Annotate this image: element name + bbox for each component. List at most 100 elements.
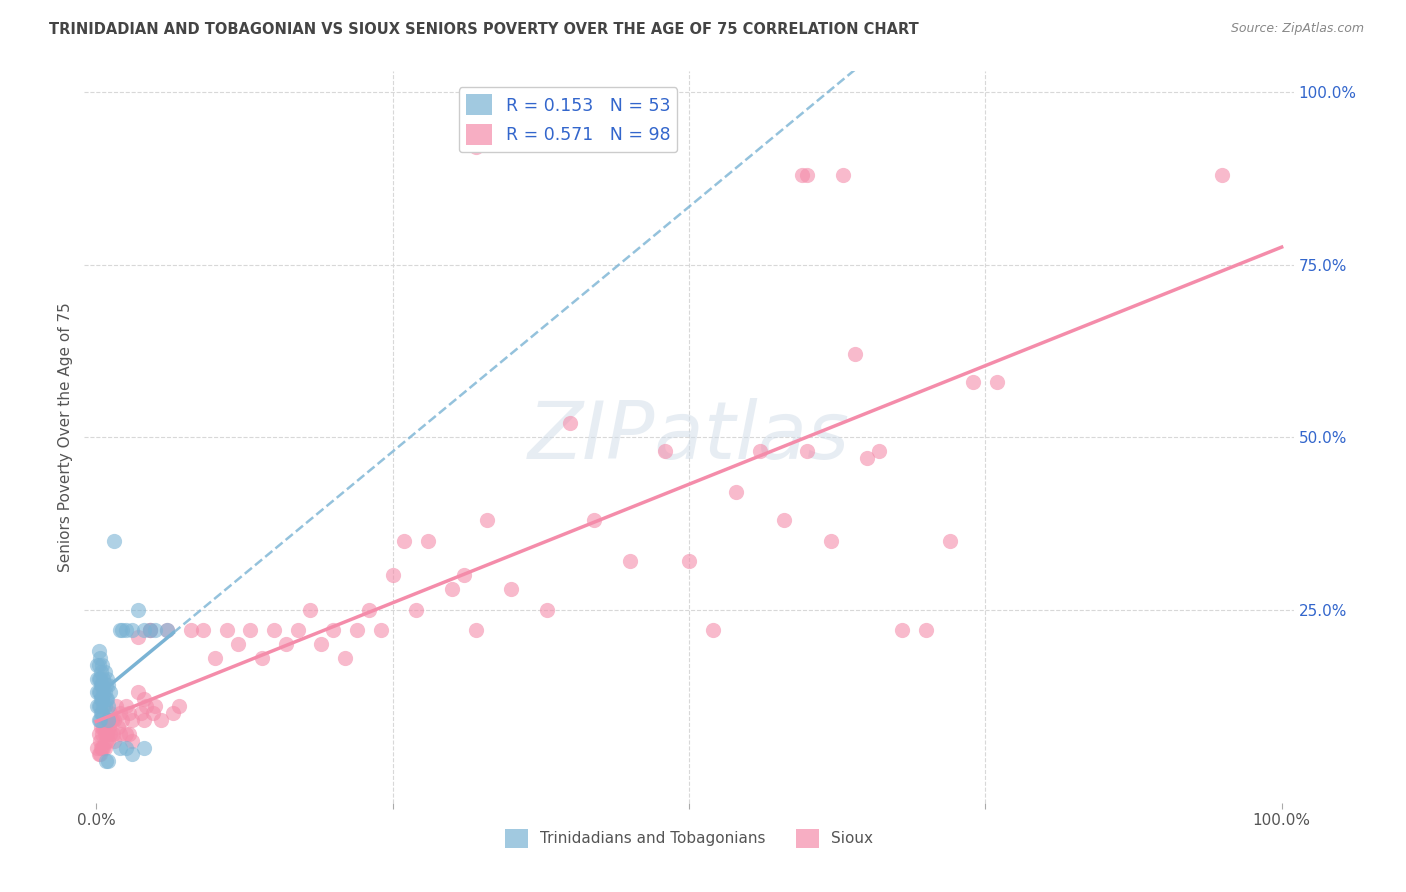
Point (86, 740, 108, 755)
Point (180, 624, 202, 638)
Point (87, 747, 110, 762)
Point (115, 727, 138, 741)
Point (86, 685, 108, 699)
Point (820, 533, 842, 548)
Point (790, 168, 813, 182)
Point (796, 443, 818, 458)
Point (100, 685, 122, 699)
Point (844, 347, 866, 361)
Point (346, 624, 368, 638)
Point (772, 513, 794, 527)
Point (100, 727, 122, 741)
Point (142, 706, 165, 720)
Point (90, 692, 112, 706)
Point (86, 657, 108, 672)
Point (87, 672, 110, 686)
Point (135, 699, 157, 714)
Point (749, 443, 772, 458)
Point (156, 624, 179, 638)
Point (619, 554, 641, 568)
Point (311, 637, 333, 651)
Point (132, 624, 155, 638)
Point (132, 713, 155, 727)
Point (86, 699, 108, 714)
Point (127, 602, 149, 616)
Point (97, 699, 120, 714)
Point (333, 651, 356, 665)
Point (90, 740, 112, 755)
Point (108, 706, 131, 720)
Point (263, 624, 285, 638)
Point (322, 624, 344, 638)
Point (118, 727, 141, 741)
Point (560, 417, 582, 431)
Point (536, 602, 558, 616)
Point (94, 713, 117, 727)
Point (215, 624, 238, 638)
Point (121, 747, 143, 762)
Point (298, 602, 321, 616)
Point (464, 624, 486, 638)
Point (96, 727, 118, 741)
Point (103, 713, 125, 727)
Point (89, 699, 111, 714)
Point (91, 740, 114, 755)
Point (115, 699, 138, 714)
Point (100, 706, 122, 720)
Point (121, 733, 143, 747)
Point (103, 533, 125, 548)
Point (91, 657, 114, 672)
Point (87, 644, 110, 658)
Point (94, 733, 117, 747)
Point (108, 727, 131, 741)
Point (121, 624, 143, 638)
Point (94, 755, 117, 769)
Point (138, 624, 160, 638)
Point (167, 699, 190, 714)
Point (287, 624, 309, 638)
Point (583, 513, 606, 527)
Point (132, 740, 155, 755)
Point (239, 624, 262, 638)
Point (91, 706, 114, 720)
Point (90, 678, 112, 692)
Point (90, 720, 112, 734)
Point (94, 692, 117, 706)
Point (107, 720, 129, 734)
Point (115, 740, 138, 755)
Point (986, 375, 1008, 389)
Point (108, 740, 131, 755)
Point (1211, 168, 1233, 182)
Point (868, 443, 890, 458)
Point (93, 685, 115, 699)
Point (91, 678, 114, 692)
Point (89, 651, 111, 665)
Point (91, 727, 114, 741)
Point (129, 706, 152, 720)
Text: ZIPatlas: ZIPatlas (527, 398, 851, 476)
Point (156, 624, 179, 638)
Point (93, 727, 115, 741)
Point (89, 747, 111, 762)
Legend: Trinidadians and Tobagonians, Sioux: Trinidadians and Tobagonians, Sioux (499, 822, 879, 854)
Point (108, 624, 131, 638)
Point (94, 678, 117, 692)
Point (477, 513, 499, 527)
Point (111, 624, 134, 638)
Point (96, 672, 118, 686)
Point (832, 168, 855, 182)
Point (97, 713, 120, 727)
Point (89, 672, 111, 686)
Point (915, 624, 938, 638)
Point (938, 533, 960, 548)
Point (138, 624, 160, 638)
Point (93, 665, 115, 679)
Point (96, 692, 118, 706)
Point (405, 602, 427, 616)
Point (370, 624, 392, 638)
Point (98, 720, 121, 734)
Point (91, 699, 114, 714)
Point (87, 727, 110, 741)
Point (121, 713, 143, 727)
Point (97, 733, 120, 747)
